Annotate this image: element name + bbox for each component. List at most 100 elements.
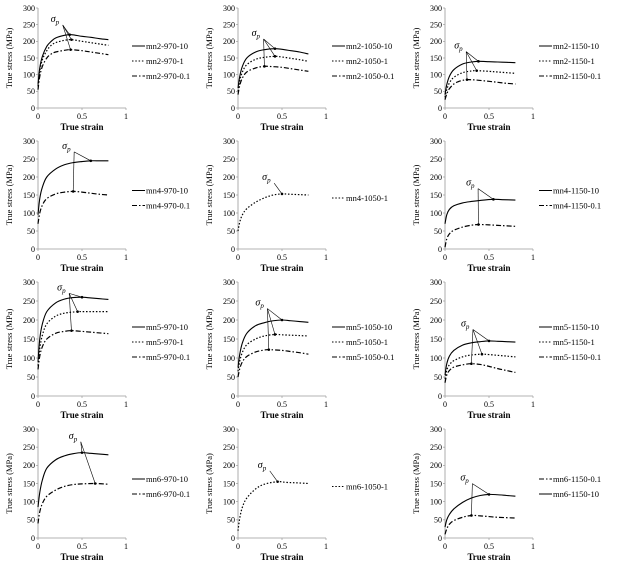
y-tick-label: 100 bbox=[223, 497, 235, 506]
y-tick-label: 150 bbox=[23, 479, 35, 488]
y-tick-label: 100 bbox=[23, 497, 35, 506]
peak-marker bbox=[280, 318, 284, 322]
series-mn5-970-0.1 bbox=[37, 330, 109, 370]
x-tick-label: 0 bbox=[443, 542, 447, 551]
y-axis-label: True stress (MPa) bbox=[411, 309, 421, 370]
series-mn5-970-10 bbox=[37, 296, 109, 362]
x-tick-label: 0 bbox=[443, 400, 447, 409]
legend-entry: mn2-1050-1 bbox=[346, 56, 388, 66]
legend-entry: mn4-1150-10 bbox=[553, 186, 599, 196]
series-mn2-1050-10 bbox=[237, 48, 309, 89]
x-tick-label: 0.5 bbox=[484, 400, 494, 409]
x-tick-label: 0.5 bbox=[277, 253, 287, 262]
y-tick-label: 300 bbox=[223, 4, 235, 13]
series-mn2-970-1 bbox=[37, 39, 109, 87]
legend-entry: mn5-970-10 bbox=[146, 322, 188, 332]
y-tick-label: 200 bbox=[430, 316, 442, 325]
series-mn5-1150-1 bbox=[444, 353, 516, 380]
y-tick-label: 50 bbox=[227, 373, 235, 382]
x-axis-label: True strain bbox=[60, 410, 103, 420]
x-tick-label: 1 bbox=[324, 112, 328, 121]
peak-arrow bbox=[263, 38, 265, 67]
y-tick-label: 150 bbox=[223, 479, 235, 488]
peak-marker bbox=[470, 362, 473, 366]
y-tick-label: 50 bbox=[434, 516, 442, 525]
y-tick-label: 50 bbox=[227, 227, 235, 236]
x-tick-label: 0 bbox=[36, 400, 40, 409]
x-tick-label: 1 bbox=[531, 253, 535, 262]
x-axis-label: True strain bbox=[260, 263, 303, 273]
y-tick-label: 150 bbox=[223, 54, 235, 63]
legend-entry: mn2-1050-10 bbox=[346, 41, 392, 51]
y-tick-label: 0 bbox=[438, 534, 442, 543]
chart-p10: 0 50 100 150 200 250 300 0 0.5 1 True strain True s… bbox=[4, 425, 190, 562]
peak-marker bbox=[487, 493, 491, 496]
y-tick-label: 200 bbox=[430, 37, 442, 46]
series-mn2-970-0.1 bbox=[37, 49, 109, 90]
y-axis-label: True stress (MPa) bbox=[204, 165, 214, 226]
y-tick-label: 50 bbox=[27, 227, 35, 236]
x-axis-label: True strain bbox=[467, 410, 510, 420]
y-tick-label: 250 bbox=[23, 297, 35, 306]
y-tick-label: 150 bbox=[430, 479, 442, 488]
y-tick-label: 200 bbox=[430, 173, 442, 182]
y-tick-label: 300 bbox=[430, 137, 442, 146]
peak-arrow bbox=[72, 151, 75, 192]
y-tick-label: 300 bbox=[430, 425, 442, 434]
x-tick-label: 0.5 bbox=[77, 112, 87, 121]
sigma-p-annotation: σp bbox=[262, 172, 271, 185]
sigma-p-annotation: σp bbox=[258, 460, 267, 473]
y-tick-label: 100 bbox=[223, 70, 235, 79]
legend-entry: mn2-1050-0.1 bbox=[346, 71, 394, 81]
peak-arrow bbox=[465, 51, 477, 71]
y-tick-label: 150 bbox=[430, 335, 442, 344]
peak-marker bbox=[475, 69, 478, 72]
legend-entry: mn5-1050-10 bbox=[346, 322, 392, 332]
y-tick-label: 200 bbox=[223, 37, 235, 46]
peak-marker bbox=[492, 198, 495, 201]
legend-entry: mn6-1150-10 bbox=[553, 489, 599, 499]
series-mn5-1150-10 bbox=[444, 340, 516, 376]
peak-marker bbox=[70, 38, 73, 41]
peak-marker bbox=[70, 329, 73, 332]
peak-marker bbox=[487, 339, 491, 343]
y-tick-label: 150 bbox=[23, 191, 35, 200]
sigma-p-annotation: σp bbox=[51, 14, 60, 27]
peak-marker bbox=[477, 223, 480, 226]
chart-p6: 0 50 100 150 200 250 300 0 0.5 1 True strain True s… bbox=[411, 137, 601, 273]
y-tick-label: 50 bbox=[434, 373, 442, 382]
series-mn4-970-0.1 bbox=[37, 190, 109, 224]
x-tick-label: 0 bbox=[236, 253, 240, 262]
legend-entry: mn6-970-0.1 bbox=[146, 489, 190, 499]
x-tick-label: 1 bbox=[324, 542, 328, 551]
legend-entry: mn2-1150-10 bbox=[553, 41, 599, 51]
y-axis-label: True stress (MPa) bbox=[204, 453, 214, 514]
sigma-p-annotation: σp bbox=[62, 141, 71, 154]
y-tick-label: 0 bbox=[31, 245, 35, 254]
y-axis-label: True stress (MPa) bbox=[204, 309, 214, 370]
peak-marker bbox=[80, 295, 84, 299]
y-tick-label: 250 bbox=[430, 155, 442, 164]
chart-p9: 0 50 100 150 200 250 300 0 0.5 1 True strain True s… bbox=[411, 278, 601, 420]
series-mn5-1050-1 bbox=[237, 333, 309, 372]
peak-marker bbox=[69, 48, 72, 51]
y-tick-label: 200 bbox=[23, 316, 35, 325]
y-tick-label: 300 bbox=[430, 278, 442, 287]
x-axis-label: True strain bbox=[60, 122, 103, 132]
y-tick-label: 250 bbox=[223, 297, 235, 306]
x-axis-label: True strain bbox=[260, 122, 303, 132]
y-tick-label: 200 bbox=[23, 173, 35, 182]
x-tick-label: 1 bbox=[324, 253, 328, 262]
peak-arrow bbox=[68, 293, 72, 331]
legend-entry: mn5-1150-1 bbox=[553, 337, 595, 347]
series-mn5-1050-10 bbox=[237, 319, 309, 368]
y-tick-label: 100 bbox=[430, 209, 442, 218]
series-mn2-1150-10 bbox=[444, 60, 516, 95]
y-tick-label: 250 bbox=[223, 155, 235, 164]
series-mn6-1050-1 bbox=[237, 481, 309, 531]
peak-arrow bbox=[269, 470, 278, 482]
peak-arrow bbox=[263, 38, 276, 49]
chart-p5: 0 50 100 150 200 250 300 0 0.5 1 True strain True s… bbox=[204, 137, 388, 273]
y-axis-label: True stress (MPa) bbox=[204, 28, 214, 89]
peak-marker bbox=[76, 310, 79, 313]
